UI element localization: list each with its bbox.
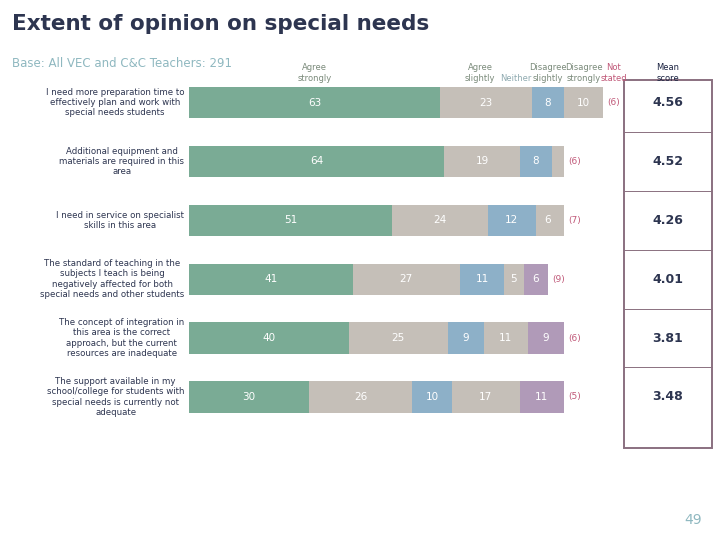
Bar	[624, 80, 712, 448]
Bar	[189, 322, 348, 354]
Text: 11: 11	[535, 392, 549, 402]
Bar	[520, 146, 552, 177]
Text: 4.01: 4.01	[652, 273, 683, 286]
Text: 11: 11	[499, 333, 513, 343]
Text: Agree
strongly: Agree strongly	[297, 63, 332, 83]
Text: 63: 63	[308, 98, 321, 107]
Bar	[189, 87, 440, 118]
Text: 6: 6	[532, 274, 539, 284]
Bar	[460, 264, 504, 295]
Text: 17: 17	[480, 392, 492, 402]
Text: Disagree
slightly: Disagree slightly	[528, 63, 567, 83]
Text: 51: 51	[284, 215, 297, 225]
Text: (6): (6)	[568, 334, 580, 342]
Text: 40: 40	[262, 333, 276, 343]
Text: 19: 19	[475, 157, 489, 166]
Text: 3.48: 3.48	[652, 390, 683, 403]
Text: 64: 64	[310, 157, 323, 166]
Text: 9: 9	[542, 333, 549, 343]
Text: 8: 8	[532, 157, 539, 166]
Bar	[392, 205, 488, 236]
Text: Additional equipment and
materials are required in this
area: Additional equipment and materials are r…	[59, 146, 184, 177]
Text: Agree
slightly: Agree slightly	[464, 63, 495, 83]
Text: 49: 49	[685, 512, 702, 526]
Bar	[504, 264, 523, 295]
Text: (6): (6)	[568, 157, 580, 166]
Text: (9): (9)	[552, 275, 564, 284]
Bar	[444, 146, 520, 177]
Text: I need more preparation time to
effectively plan and work with
special needs stu: I need more preparation time to effectiv…	[46, 87, 184, 118]
Bar	[413, 381, 452, 413]
Text: 4.26: 4.26	[652, 214, 683, 227]
Bar	[452, 381, 520, 413]
Text: 26: 26	[354, 392, 367, 402]
Bar	[564, 87, 603, 118]
Text: Mean
score: Mean score	[657, 63, 679, 83]
Text: 12: 12	[505, 215, 518, 225]
Text: 23: 23	[480, 98, 492, 107]
Bar	[189, 264, 353, 295]
Text: 11: 11	[475, 274, 489, 284]
Text: 6: 6	[544, 215, 551, 225]
Bar	[309, 381, 413, 413]
Text: (6): (6)	[608, 98, 621, 107]
Text: Neither: Neither	[500, 73, 531, 83]
Text: (5): (5)	[568, 393, 580, 401]
Text: Extent of opinion on special needs: Extent of opinion on special needs	[12, 14, 430, 33]
Text: Not
stated: Not stated	[600, 63, 626, 83]
Bar	[484, 322, 528, 354]
Bar	[559, 205, 564, 236]
Bar	[353, 264, 460, 295]
Text: 4.56: 4.56	[652, 96, 683, 109]
Text: (7): (7)	[568, 216, 580, 225]
Text: 4.52: 4.52	[652, 155, 683, 168]
Bar	[189, 381, 309, 413]
Text: 41: 41	[264, 274, 278, 284]
Text: Base: All VEC and C&C Teachers: 291: Base: All VEC and C&C Teachers: 291	[12, 57, 233, 70]
Bar	[488, 205, 536, 236]
Bar	[189, 205, 392, 236]
Text: Disagree
strongly: Disagree strongly	[564, 63, 602, 83]
Text: 10: 10	[577, 98, 590, 107]
Text: 5: 5	[510, 274, 517, 284]
Text: The support available in my
school/college for students with
special needs is cu: The support available in my school/colle…	[47, 377, 184, 417]
Text: 24: 24	[433, 215, 447, 225]
Bar	[189, 146, 444, 177]
Bar	[552, 146, 564, 177]
Bar	[531, 87, 564, 118]
Text: 25: 25	[392, 333, 405, 343]
Text: 9: 9	[463, 333, 469, 343]
Text: The concept of integration in
this area is the correct
approach, but the current: The concept of integration in this area …	[59, 318, 184, 358]
Bar	[348, 322, 448, 354]
Text: 8: 8	[544, 98, 551, 107]
Bar	[448, 322, 484, 354]
Bar	[536, 205, 559, 236]
Text: 3.81: 3.81	[652, 332, 683, 345]
Text: The standard of teaching in the
subjects I teach is being
negatively affected fo: The standard of teaching in the subjects…	[40, 259, 184, 299]
Bar	[523, 264, 548, 295]
Text: 30: 30	[243, 392, 256, 402]
Bar	[520, 381, 564, 413]
Bar	[440, 87, 531, 118]
Text: I need in service on specialist
skills in this area: I need in service on specialist skills i…	[56, 211, 184, 230]
Text: 10: 10	[426, 392, 438, 402]
Text: 27: 27	[400, 274, 413, 284]
Bar	[528, 322, 564, 354]
